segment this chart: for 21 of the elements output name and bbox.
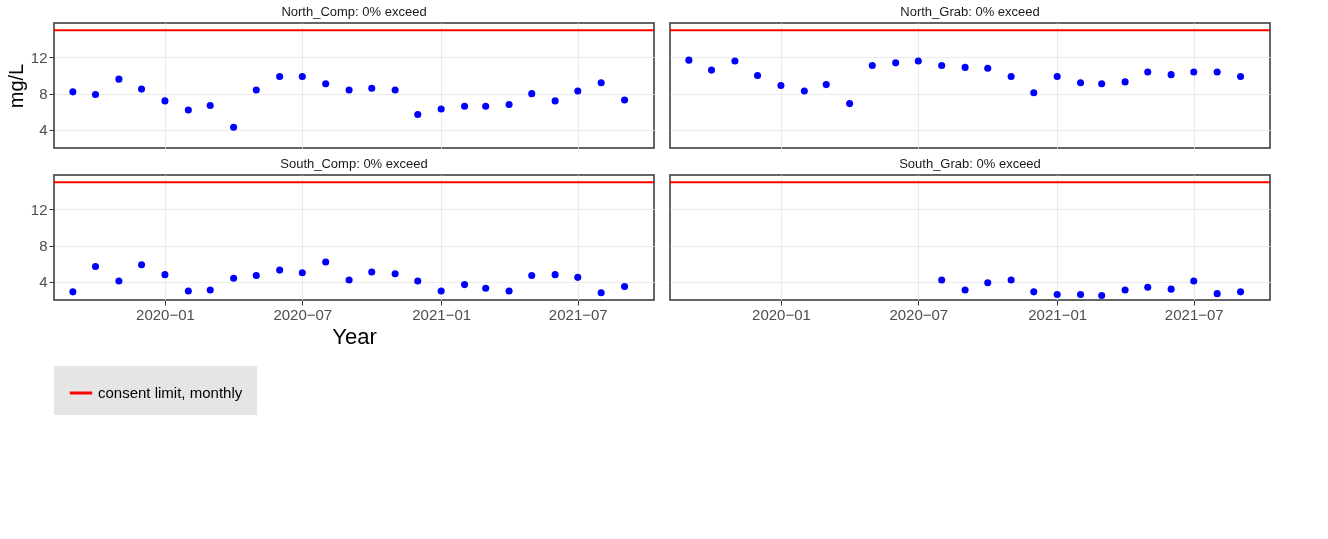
legend-label: consent limit, monthly bbox=[98, 384, 243, 401]
x-tick-label: 2020−07 bbox=[273, 305, 333, 323]
y-tick-label: 12 bbox=[30, 200, 48, 218]
chart-title: South_Comp: 0% exceed bbox=[280, 156, 428, 171]
x-tick-label: 2021−01 bbox=[412, 305, 472, 323]
chart-title: South_Grab: 0% exceed bbox=[899, 156, 1041, 171]
y-tick-label: 12 bbox=[30, 48, 48, 66]
y-tick-label: 8 bbox=[39, 237, 48, 255]
x-tick-label: 2021−07 bbox=[548, 305, 608, 323]
y-tick-label: 8 bbox=[39, 85, 48, 103]
x-tick-label: 2020−07 bbox=[889, 305, 949, 323]
y-tick-label: 4 bbox=[39, 121, 48, 139]
x-tick-label: 2021−01 bbox=[1028, 305, 1088, 323]
x-axis-title: Year bbox=[332, 323, 377, 349]
x-tick-label: 2020−01 bbox=[136, 305, 195, 323]
x-tick-label: 2021−07 bbox=[1164, 305, 1224, 323]
y-axis-title: mg/L bbox=[4, 63, 27, 109]
chart-title: North_Grab: 0% exceed bbox=[900, 4, 1040, 19]
y-tick-label: 4 bbox=[39, 273, 48, 291]
chart-title: North_Comp: 0% exceed bbox=[281, 4, 427, 19]
x-tick-label: 2020−01 bbox=[752, 305, 811, 323]
